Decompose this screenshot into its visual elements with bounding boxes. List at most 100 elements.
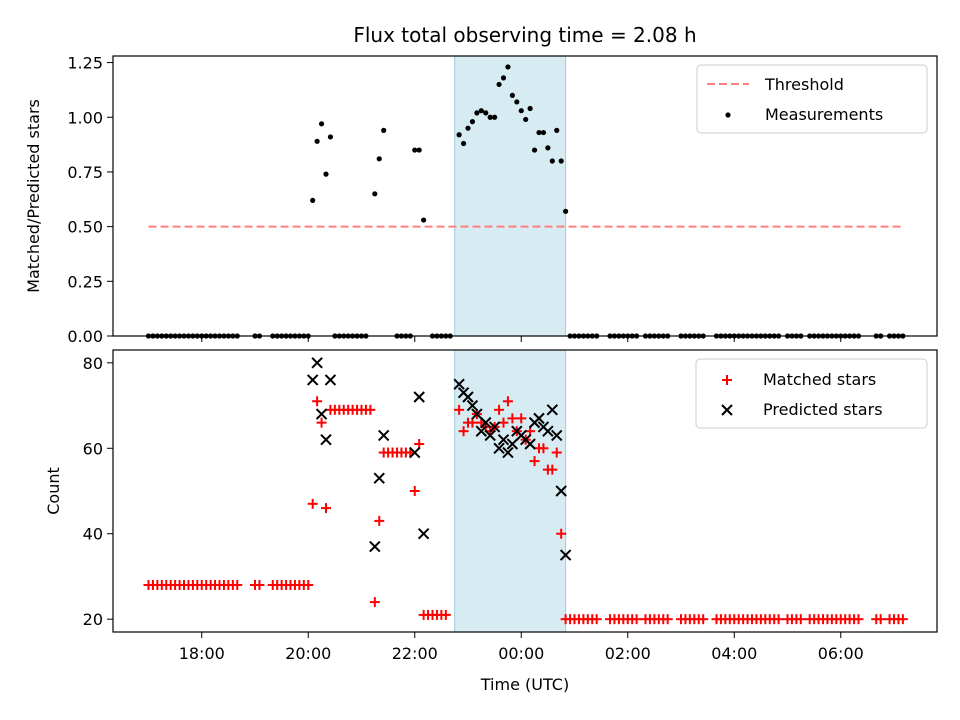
predicted-star-point: [311, 357, 323, 369]
predicted-star-point: [533, 412, 545, 425]
matched-star-point: [312, 396, 323, 407]
bottom-axes-frame: [112, 349, 938, 633]
bottom-x-tick-label: 04:00: [711, 644, 757, 663]
matched-star-point: [374, 515, 385, 526]
cross-stroke-b: [488, 421, 501, 433]
cross-stroke-b: [493, 442, 505, 454]
top-panel: 0.00 0.25 0.50 0.75 1.00 1.25 Threshold Measure…: [67, 54, 938, 346]
measurement-point: [514, 99, 520, 105]
cross-stroke-b: [502, 446, 514, 459]
matched-star-point: [773, 614, 784, 625]
measurement-point: [518, 108, 524, 114]
measurement-point: [323, 171, 329, 177]
top-legend: Threshold Measurements: [696, 64, 928, 134]
matched-star-point: [698, 614, 709, 625]
cross-stroke-b: [555, 485, 567, 497]
cross-stroke-b: [721, 404, 733, 416]
predicted-star-point: [466, 399, 479, 412]
top-y-tick-label: 1.25: [67, 54, 103, 73]
bottom-legend-box: [695, 358, 928, 429]
bottom-y-tick-label: 20: [83, 610, 103, 629]
top-y-tick-label: 0.75: [67, 163, 103, 182]
cross-stroke-b: [559, 549, 572, 561]
bottom-x-tick-label: 00:00: [498, 644, 544, 663]
top-y-tick-label: 0.50: [67, 218, 103, 237]
predicted-star-point: [497, 434, 510, 446]
predicted-star-point: [315, 408, 328, 420]
measurement-point: [536, 129, 542, 136]
cross-stroke-b: [377, 429, 390, 442]
measurement-point: [563, 208, 569, 214]
cross-stroke-b: [546, 404, 559, 416]
x-axis-title: Time (UTC): [480, 675, 569, 694]
measurement-point: [474, 110, 480, 116]
predicted-star-point: [506, 438, 519, 450]
cross-stroke-b: [524, 438, 536, 450]
cross-stroke-b: [462, 391, 474, 403]
measurement-point: [460, 140, 467, 147]
measurement-point: [545, 145, 551, 151]
matched-star-point: [232, 580, 243, 590]
matched-star-point: [662, 614, 673, 625]
top-y-tick-label: 0.00: [67, 327, 103, 346]
predicted-star-point: [484, 429, 496, 442]
top-y-axis-title: Matched/Predicted stars: [24, 99, 43, 293]
matched-star-point: [254, 580, 265, 590]
shaded-window: [454, 349, 567, 633]
cross-stroke-b: [484, 429, 496, 442]
predicted-star-point: [417, 528, 430, 540]
top-y-tick-label: 1.00: [67, 108, 103, 127]
legend-matched-swatch: [722, 375, 732, 385]
measurement-point: [416, 147, 422, 153]
top-axes-frame: [112, 55, 938, 337]
bottom-x-tick-label: 18:00: [179, 644, 225, 663]
predicted-star-point: [546, 404, 559, 416]
measurement-point: [558, 158, 564, 164]
cross-stroke-b: [480, 416, 492, 429]
cross-stroke-b: [409, 446, 421, 459]
matched-star-point: [440, 609, 451, 620]
predicted-star-point: [409, 446, 421, 459]
matched-star-point: [631, 614, 642, 625]
predicted-star-point: [373, 472, 385, 484]
measurement-point: [469, 119, 476, 125]
matched-star-point: [502, 396, 513, 407]
matched-star-point: [516, 413, 527, 424]
matched-star-point: [897, 614, 908, 625]
matched-star-point: [365, 404, 376, 415]
cross-stroke-b: [417, 528, 430, 540]
matched-star-point: [458, 426, 469, 437]
predicted-star-point: [502, 446, 514, 459]
predicted-star-point: [306, 374, 319, 386]
measurement-point: [492, 114, 498, 120]
cross-stroke-b: [475, 425, 488, 437]
predicted-star-point: [462, 391, 474, 403]
measurement-point: [540, 129, 547, 136]
predicted-star-point: [413, 391, 425, 403]
measurement-point: [487, 114, 493, 120]
cross-stroke-b: [506, 438, 519, 450]
matched-star-point: [529, 456, 540, 467]
predicted-star-point: [471, 408, 483, 420]
bottom-y-tick-label: 80: [83, 354, 103, 373]
measurement-point: [478, 108, 484, 114]
matched-star-point: [307, 498, 318, 509]
predicted-star-point: [555, 485, 567, 497]
predicted-star-point: [542, 425, 554, 437]
predicted-star-point: [488, 421, 501, 433]
legend-predicted-swatch: [721, 404, 733, 416]
bottom-panel: 20 40 60 80 18:00 20:00 22:00 00:00 02:00 04:00 06…: [83, 349, 938, 663]
cross-stroke-b: [373, 472, 385, 484]
measurement-point: [327, 134, 334, 140]
measurement-point: [554, 127, 560, 133]
predicted-star-point: [377, 429, 390, 442]
cross-stroke-b: [320, 434, 332, 446]
legend-threshold-label: Threshold: [764, 75, 844, 94]
measurement-point: [314, 138, 320, 144]
measurement-point: [496, 81, 502, 88]
predicted-star-point: [453, 378, 465, 390]
cross-stroke-b: [413, 391, 425, 403]
bottom-y-tick-label: 40: [83, 525, 103, 544]
predicted-star-point: [480, 416, 492, 429]
